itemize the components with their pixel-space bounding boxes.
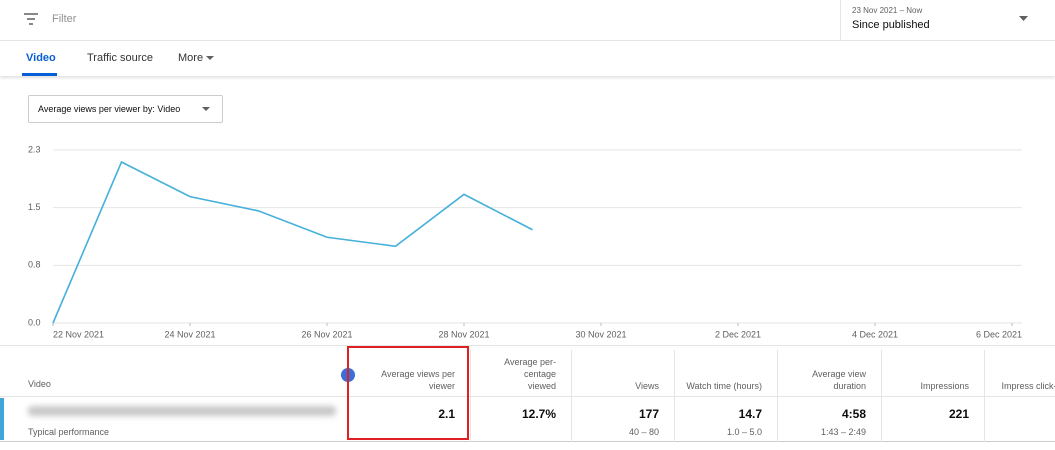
x-tick-label: 4 Dec 2021 bbox=[852, 329, 898, 339]
y-tick-label: 1.5 bbox=[28, 202, 41, 212]
column-header[interactable]: Average views per viewer bbox=[360, 350, 455, 392]
divider bbox=[840, 0, 841, 40]
dropdown-arrow bbox=[202, 107, 210, 111]
top-bar: Filter 23 Nov 2021 – Now Since published bbox=[0, 0, 1055, 41]
filter-input[interactable]: Filter bbox=[52, 13, 77, 25]
period-selector[interactable]: Since published bbox=[852, 19, 930, 31]
column-divider bbox=[881, 350, 882, 442]
chart: 0.0 0.8 1.5 2.3 22 Nov 2021 24 Nov 2021 26 Nov… bbox=[28, 144, 1022, 339]
column-header[interactable]: Views bbox=[579, 350, 659, 392]
metric-selector[interactable]: Average views per viewer by: Video bbox=[28, 95, 223, 123]
typical-range: 1:43 – 2:49 bbox=[820, 427, 866, 437]
header-text: Average view duration bbox=[812, 369, 866, 391]
column-divider bbox=[674, 350, 675, 442]
header-text: Average views per viewer bbox=[381, 369, 455, 391]
tab-bar: Video Traffic source More bbox=[0, 41, 1055, 76]
row-marker bbox=[0, 398, 4, 440]
video-title-blurred bbox=[28, 406, 336, 416]
y-tick-label: 0.0 bbox=[28, 317, 41, 327]
column-divider bbox=[470, 350, 471, 442]
column-header[interactable]: Impressions bbox=[889, 350, 969, 392]
typical-range: 1.0 – 5.0 bbox=[726, 427, 762, 437]
filter-icon[interactable] bbox=[24, 13, 38, 25]
metric-label: Average views per viewer by: Video bbox=[38, 104, 181, 114]
divider bbox=[0, 396, 1055, 397]
tab[interactable]: More bbox=[178, 52, 204, 64]
dropdown-arrow bbox=[206, 56, 214, 60]
highlight-box bbox=[347, 346, 469, 440]
typical-label: Typical performance bbox=[28, 427, 110, 437]
cell-value: 16 bbox=[992, 407, 1055, 421]
dropdown-arrow[interactable] bbox=[1019, 16, 1028, 22]
cell-value: 4:58 bbox=[841, 407, 866, 421]
data-line bbox=[52, 160, 533, 324]
x-tick-label: 26 Nov 2021 bbox=[301, 329, 352, 339]
x-tick-label: 30 Nov 2021 bbox=[575, 329, 626, 339]
column-divider bbox=[777, 350, 778, 442]
cell-value: 2.1 bbox=[438, 407, 455, 421]
cell-value: 177 bbox=[638, 407, 659, 421]
header-text: Impress click-thro bbox=[1001, 381, 1055, 391]
divider bbox=[0, 345, 1055, 346]
x-tick-label: 24 Nov 2021 bbox=[164, 329, 215, 339]
column-header[interactable]: Average view duration bbox=[786, 350, 866, 392]
divider bbox=[0, 441, 1055, 442]
column-header[interactable]: Average per-centage viewed bbox=[494, 350, 556, 392]
column-divider bbox=[984, 350, 985, 442]
date-range: 23 Nov 2021 – Now bbox=[852, 6, 923, 15]
x-tick-label: 22 Nov 2021 bbox=[53, 329, 104, 339]
header-text: Impressions bbox=[920, 381, 969, 391]
column-header[interactable]: Impress click-thro bbox=[992, 350, 1055, 392]
tab[interactable]: Video bbox=[26, 52, 56, 64]
column-divider bbox=[571, 350, 572, 442]
y-tick-label: 0.8 bbox=[28, 260, 41, 270]
header-text: Views bbox=[635, 381, 659, 391]
tab[interactable]: Traffic source bbox=[87, 52, 154, 64]
y-tick-label: 2.3 bbox=[28, 144, 41, 154]
x-tick-label: 6 Dec 2021 bbox=[976, 329, 1022, 339]
tab-indicator bbox=[22, 73, 57, 76]
cell-value: 221 bbox=[948, 407, 969, 421]
cell-value: 14.7 bbox=[738, 407, 762, 421]
header-text: Watch time (hours) bbox=[686, 381, 762, 391]
x-tick-label: 28 Nov 2021 bbox=[438, 329, 489, 339]
column-header: Video bbox=[28, 379, 51, 389]
column-header[interactable]: Watch time (hours) bbox=[682, 350, 762, 392]
typical-range: 40 – 80 bbox=[628, 427, 659, 437]
header-text: Average per-centage viewed bbox=[504, 357, 556, 391]
cell-value: 12.7% bbox=[521, 407, 556, 421]
x-tick-label: 2 Dec 2021 bbox=[715, 329, 761, 339]
